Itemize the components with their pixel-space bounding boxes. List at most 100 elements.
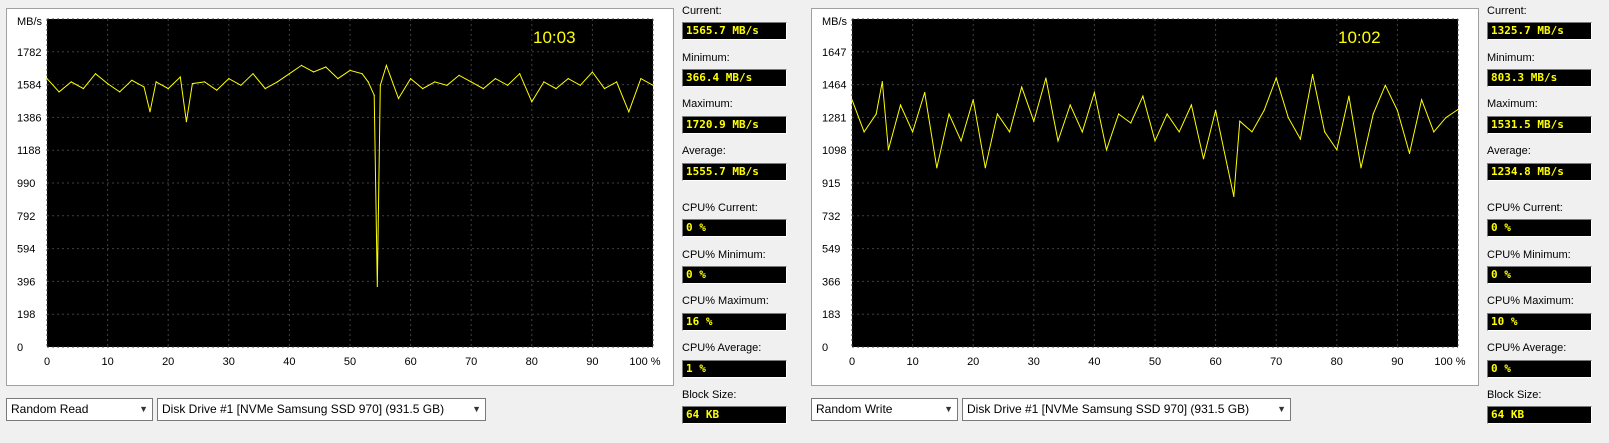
data-point bbox=[216, 89, 218, 91]
data-point bbox=[1215, 109, 1217, 111]
x-tick-label: 80 bbox=[526, 356, 538, 368]
cpu-current-value: 0 % bbox=[1487, 219, 1592, 237]
data-point bbox=[972, 99, 974, 101]
data-point bbox=[367, 81, 369, 83]
data-point bbox=[1299, 138, 1301, 140]
data-point bbox=[640, 78, 642, 80]
x-tick-label: 0 bbox=[849, 356, 855, 368]
x-tick-label: 80 bbox=[1331, 356, 1343, 368]
y-tick-label: 1098 bbox=[822, 145, 846, 157]
y-tick-label: 396 bbox=[17, 276, 35, 288]
write-chart-svg: 0 183 366 549 732 915 1098 1281 1464 1647 MB/s 0 10 2… bbox=[822, 16, 1466, 368]
chevron-down-icon: ▼ bbox=[139, 404, 148, 414]
data-point bbox=[543, 81, 545, 83]
x-tick-label: 10 bbox=[906, 356, 918, 368]
data-point bbox=[1233, 195, 1235, 197]
data-point bbox=[379, 84, 381, 86]
data-point bbox=[579, 84, 581, 86]
data-point bbox=[46, 78, 48, 80]
block-size-label: Block Size: bbox=[682, 389, 737, 401]
data-point bbox=[1263, 109, 1265, 111]
chevron-down-icon: ▼ bbox=[1277, 404, 1286, 414]
write-chart: 0 183 366 549 732 915 1098 1281 1464 1647 MB/s 0 10 2… bbox=[811, 8, 1479, 386]
read-panel: 0 198 396 594 792 990 1188 1386 1584 1782 MB/s 0 10 2… bbox=[0, 0, 804, 443]
data-point bbox=[1287, 117, 1289, 119]
data-point bbox=[1093, 91, 1095, 94]
test-type-select-value: Random Read bbox=[11, 402, 89, 416]
data-point bbox=[1178, 131, 1180, 133]
cpu-maximum-label: CPU% Maximum: bbox=[1487, 295, 1574, 307]
test-type-select[interactable]: Random Write ▼ bbox=[811, 398, 958, 421]
y-tick-label: 1386 bbox=[17, 112, 41, 124]
data-point bbox=[1202, 158, 1205, 160]
data-point bbox=[300, 64, 303, 66]
data-point bbox=[628, 111, 630, 113]
maximum-label: Maximum: bbox=[1487, 98, 1538, 110]
x-tick-label: 70 bbox=[465, 356, 477, 368]
y-tick-label: 1782 bbox=[17, 47, 41, 59]
data-point bbox=[1336, 149, 1338, 151]
data-point bbox=[1324, 131, 1326, 133]
data-point bbox=[288, 73, 290, 75]
data-point bbox=[507, 84, 509, 86]
data-point bbox=[912, 131, 914, 133]
data-point bbox=[652, 84, 654, 86]
y-tick-label: 366 bbox=[822, 276, 840, 288]
maximum-value: 1720.9 MB/s bbox=[682, 116, 787, 134]
data-point bbox=[107, 83, 109, 85]
x-tick-label: 30 bbox=[223, 356, 235, 368]
data-point bbox=[1433, 131, 1435, 133]
y-tick-label: 594 bbox=[17, 244, 35, 256]
data-point bbox=[1130, 122, 1132, 124]
current-value: 1565.7 MB/s bbox=[682, 22, 787, 40]
drive-select[interactable]: Disk Drive #1 [NVMe Samsung SSD 970] (93… bbox=[962, 398, 1291, 421]
data-point bbox=[1445, 117, 1447, 119]
data-point bbox=[1457, 108, 1459, 111]
data-point bbox=[385, 64, 387, 66]
data-point bbox=[1227, 167, 1229, 169]
y-tick-label: 792 bbox=[17, 211, 35, 223]
data-point bbox=[376, 285, 378, 287]
data-point bbox=[1384, 84, 1386, 86]
data-point bbox=[1118, 113, 1120, 115]
data-point bbox=[591, 71, 594, 73]
test-type-select[interactable]: Random Read ▼ bbox=[6, 398, 153, 421]
x-tick-label: 10 bbox=[101, 356, 113, 368]
data-point bbox=[851, 99, 853, 101]
data-point bbox=[434, 81, 436, 83]
block-size-label: Block Size: bbox=[1487, 389, 1542, 401]
data-point bbox=[1239, 120, 1241, 122]
data-point bbox=[1045, 77, 1047, 79]
cpu-current-label: CPU% Current: bbox=[1487, 202, 1563, 214]
data-point bbox=[143, 86, 145, 88]
x-tick-label: 20 bbox=[162, 356, 174, 368]
cpu-average-value: 0 % bbox=[1487, 360, 1592, 378]
y-tick-label: 183 bbox=[822, 309, 840, 321]
read-chart-svg: 0 198 396 594 792 990 1188 1386 1584 1782 MB/s 0 10 2… bbox=[17, 16, 661, 368]
cpu-minimum-label: CPU% Minimum: bbox=[1487, 249, 1571, 261]
y-tick-label: 1584 bbox=[17, 80, 41, 92]
x-tick-label: 20 bbox=[967, 356, 979, 368]
y-tick-label: 198 bbox=[17, 309, 35, 321]
data-point bbox=[899, 104, 902, 106]
data-point bbox=[410, 78, 412, 80]
x-tick-label: 30 bbox=[1028, 356, 1040, 368]
data-point bbox=[960, 140, 962, 142]
data-point bbox=[1312, 74, 1314, 76]
data-point bbox=[1009, 131, 1011, 133]
minimum-label: Minimum: bbox=[1487, 52, 1535, 64]
read-chart: 0 198 396 594 792 990 1188 1386 1584 1782 MB/s 0 10 2… bbox=[6, 8, 674, 386]
data-point bbox=[1154, 140, 1156, 142]
data-point bbox=[531, 101, 533, 103]
data-point bbox=[555, 88, 557, 90]
current-label: Current: bbox=[682, 5, 722, 17]
data-point bbox=[252, 73, 254, 75]
data-point bbox=[131, 79, 133, 81]
drive-select[interactable]: Disk Drive #1 [NVMe Samsung SSD 970] (93… bbox=[157, 398, 486, 421]
cpu-current-value: 0 % bbox=[682, 219, 787, 237]
y-tick-label: 1281 bbox=[822, 112, 846, 124]
cpu-minimum-value: 0 % bbox=[682, 266, 787, 284]
average-label: Average: bbox=[682, 145, 726, 157]
x-tick-label: 100 % bbox=[1434, 356, 1465, 368]
minimum-label: Minimum: bbox=[682, 52, 730, 64]
